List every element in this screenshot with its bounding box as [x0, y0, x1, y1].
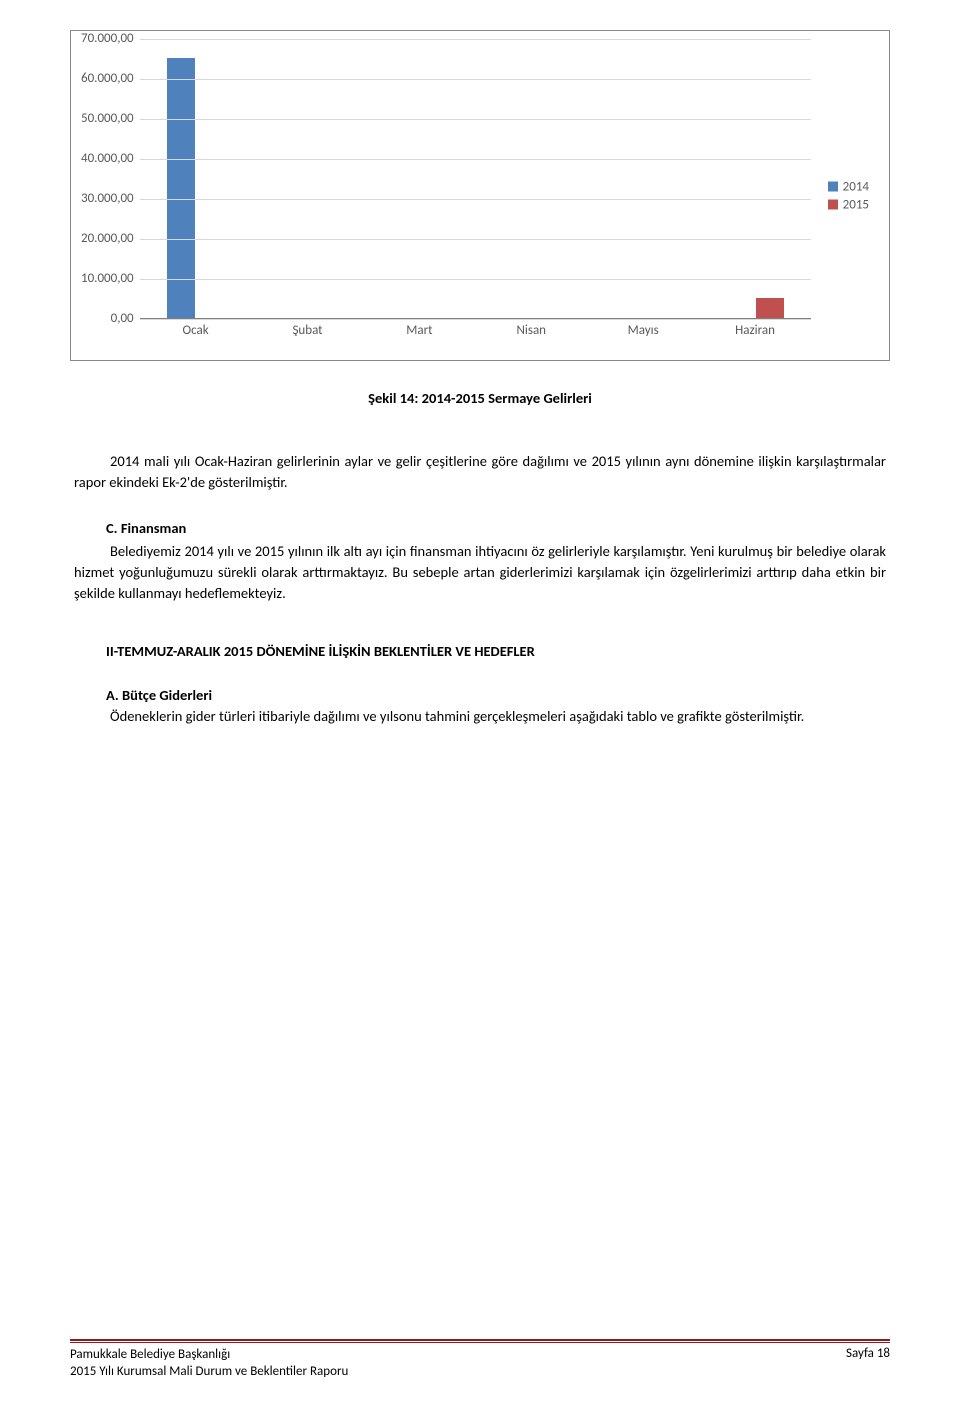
gridline	[140, 199, 811, 200]
legend-swatch	[828, 200, 838, 210]
x-tick-label: Ocak	[140, 323, 252, 338]
x-axis-labels: OcakŞubatMartNisanMayısHaziran	[140, 323, 811, 338]
x-tick-label: Mayıs	[587, 323, 699, 338]
paragraph-butce: Ödeneklerin gider türleri itibariyle dağ…	[74, 706, 886, 727]
gridline	[140, 39, 811, 40]
gridline	[140, 239, 811, 240]
section-a-heading: A. Bütçe Giderleri	[106, 686, 886, 704]
footer-left: Pamukkale Belediye Başkanlığı 2015 Yılı …	[70, 1346, 348, 1381]
paragraph-finansman: Belediyemiz 2014 yılı ve 2015 yılının il…	[74, 541, 886, 604]
bar	[756, 298, 784, 318]
revenue-chart: 70.000,0060.000,0050.000,0040.000,0030.0…	[70, 30, 890, 361]
category-group	[475, 39, 587, 318]
x-tick-label: Nisan	[475, 323, 587, 338]
legend-swatch	[828, 182, 838, 192]
gridline	[140, 159, 811, 160]
legend-label: 2015	[843, 197, 869, 212]
page-footer: Pamukkale Belediye Başkanlığı 2015 Yılı …	[70, 1339, 890, 1381]
plot-wrapper: OcakŞubatMartNisanMayısHaziran	[140, 39, 811, 338]
document-page: 70.000,0060.000,0050.000,0040.000,0030.0…	[0, 0, 960, 1417]
category-group	[587, 39, 699, 318]
figure-caption: Şekil 14: 2014-2015 Sermaye Gelirleri	[70, 389, 890, 407]
plot-area	[140, 39, 811, 319]
chart-inner: 70.000,0060.000,0050.000,0040.000,0030.0…	[81, 39, 871, 338]
chart-legend: 2014 2015	[828, 176, 869, 215]
section-ii-heading: II-TEMMUZ-ARALIK 2015 DÖNEMİNE İLİŞKİN B…	[106, 642, 886, 660]
gridline	[140, 279, 811, 280]
footer-rule-thick	[70, 1339, 890, 1341]
category-group	[699, 39, 811, 318]
x-tick-label: Şubat	[252, 323, 364, 338]
category-group	[252, 39, 364, 318]
gridline	[140, 119, 811, 120]
x-tick-label: Mart	[363, 323, 475, 338]
category-group	[140, 39, 252, 318]
x-tick-label: Haziran	[699, 323, 811, 338]
gridline	[140, 319, 811, 320]
footer-row: Pamukkale Belediye Başkanlığı 2015 Yılı …	[70, 1346, 890, 1381]
legend-label: 2014	[843, 179, 869, 194]
footer-rule-thin	[70, 1342, 890, 1343]
y-axis-labels: 70.000,0060.000,0050.000,0040.000,0030.0…	[81, 39, 140, 319]
legend-item: 2015	[828, 197, 869, 212]
legend-item: 2014	[828, 179, 869, 194]
bars-row	[140, 39, 811, 318]
footer-report: 2015 Yılı Kurumsal Mali Durum ve Beklent…	[70, 1363, 348, 1381]
gridline	[140, 79, 811, 80]
category-group	[363, 39, 475, 318]
footer-page-number: Sayfa 18	[846, 1346, 890, 1381]
section-c-heading: C. Finansman	[106, 519, 886, 537]
footer-org: Pamukkale Belediye Başkanlığı	[70, 1346, 348, 1364]
paragraph-intro: 2014 mali yılı Ocak-Haziran gelirlerinin…	[74, 451, 886, 493]
